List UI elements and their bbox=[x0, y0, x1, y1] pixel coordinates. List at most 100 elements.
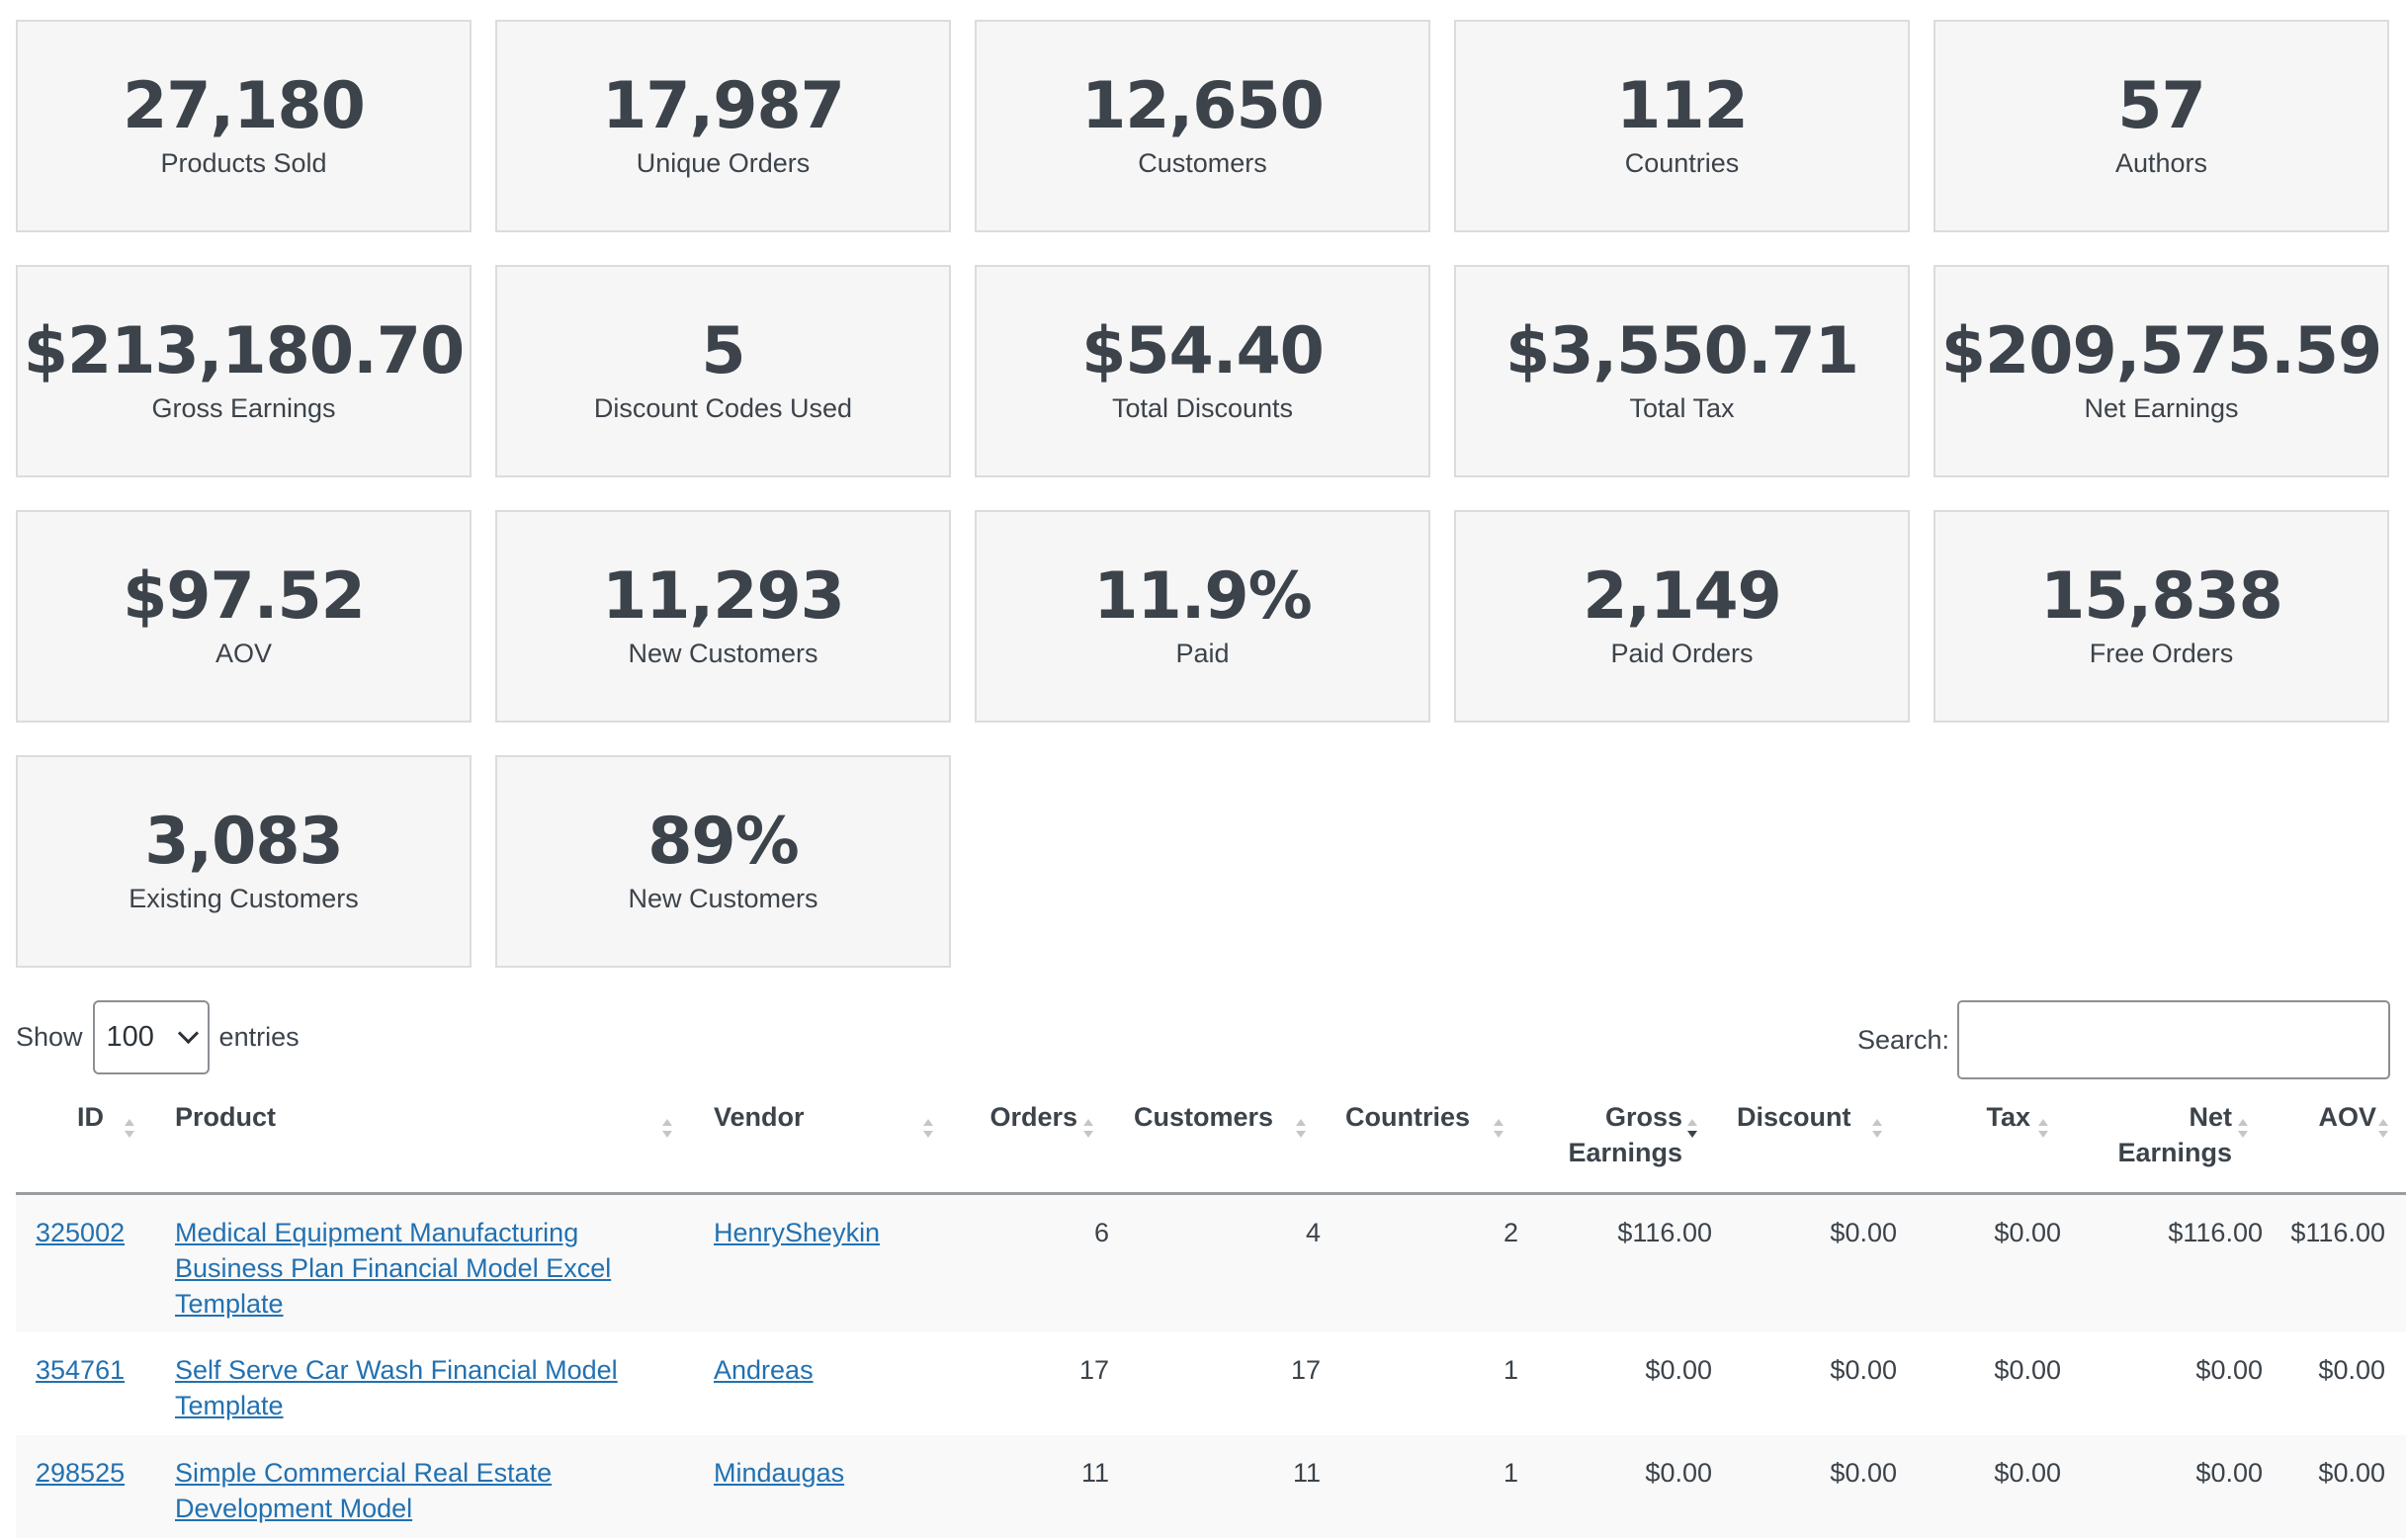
stat-label: Countries bbox=[1624, 147, 1740, 178]
stat-card: $54.40 Total Discounts bbox=[975, 265, 1430, 477]
stat-card: 2,149 Paid Orders bbox=[1454, 510, 1910, 723]
stat-label: New Customers bbox=[628, 638, 818, 668]
stat-value: 57 bbox=[2117, 68, 2205, 143]
column-header-tax[interactable]: Tax bbox=[1986, 1102, 2030, 1132]
sort-icon bbox=[1296, 1119, 1306, 1149]
product-name-line: Simple Commercial Real Estate bbox=[175, 1458, 553, 1488]
stat-value: 11,293 bbox=[602, 558, 845, 634]
stat-value: 89% bbox=[647, 804, 800, 879]
sort-icon bbox=[2238, 1119, 2248, 1149]
row-net-earnings: $116.00 bbox=[2168, 1218, 2263, 1247]
entries-select[interactable]: 100 bbox=[92, 1000, 210, 1074]
row-vendor-link[interactable]: HenrySheykin bbox=[714, 1218, 881, 1247]
column-header-countries[interactable]: Countries bbox=[1345, 1102, 1471, 1132]
row-vendor-link[interactable]: Mindaugas bbox=[714, 1458, 845, 1488]
stat-card: 5 Discount Codes Used bbox=[495, 265, 951, 477]
column-header-product[interactable]: Product bbox=[175, 1102, 277, 1132]
stat-card: 17,987 Unique Orders bbox=[495, 20, 951, 232]
stat-value: 27,180 bbox=[123, 68, 366, 143]
product-name-line: Business Plan Financial Model Excel bbox=[175, 1253, 612, 1283]
stat-label: Gross Earnings bbox=[151, 392, 336, 423]
table-row: 298525 Simple Commercial Real Estate Deve… bbox=[16, 1435, 2406, 1538]
stat-card: 27,180 Products Sold bbox=[16, 20, 472, 232]
column-header-net-line-1: Net bbox=[2189, 1102, 2232, 1132]
stat-value: 11.9% bbox=[1093, 558, 1313, 634]
row-id-link[interactable]: 325002 bbox=[36, 1218, 126, 1247]
column-header-discount[interactable]: Discount bbox=[1737, 1102, 1851, 1132]
search-control: Search: bbox=[1857, 1000, 2390, 1079]
stat-card: 11.9% Paid bbox=[975, 510, 1430, 723]
row-id-link[interactable]: 298525 bbox=[36, 1458, 126, 1488]
column-header-gross-earnings[interactable]: Gross Earnings bbox=[1518, 1099, 1682, 1170]
column-header-orders[interactable]: Orders bbox=[989, 1102, 1077, 1132]
column-header-net-earnings[interactable]: Net Earnings bbox=[2062, 1099, 2232, 1170]
sort-icon bbox=[1872, 1119, 1882, 1149]
row-product-link[interactable]: Self Serve Car Wash Financial Model Templ… bbox=[175, 1355, 618, 1420]
row-aov: $0.00 bbox=[2318, 1458, 2385, 1488]
stat-value: $54.40 bbox=[1081, 313, 1325, 388]
table-header[interactable]: ID Product Vendor Orders Customers Count… bbox=[16, 1085, 2406, 1195]
entries-control: Show 100 entries bbox=[16, 1000, 300, 1074]
search-label: Search: bbox=[1856, 1024, 1949, 1055]
sort-icon bbox=[2038, 1119, 2048, 1149]
stat-value: 5 bbox=[701, 313, 745, 388]
sort-icon bbox=[1083, 1119, 1093, 1149]
column-header-gross-line-2: Earnings bbox=[1568, 1138, 1682, 1167]
table-row: 354761 Self Serve Car Wash Financial Mod… bbox=[16, 1332, 2406, 1435]
row-orders: 6 bbox=[1093, 1218, 1109, 1247]
row-countries: 1 bbox=[1503, 1458, 1518, 1488]
stat-label: Discount Codes Used bbox=[593, 392, 853, 423]
product-name-line: Self Serve Car Wash Financial Model bbox=[175, 1355, 618, 1385]
table-controls: Show 100 entries Search: bbox=[16, 1000, 2390, 1079]
column-header-aov[interactable]: AOV bbox=[2318, 1102, 2376, 1132]
row-product-link[interactable]: Simple Commercial Real Estate Development… bbox=[175, 1458, 552, 1523]
stat-label: Total Tax bbox=[1629, 392, 1735, 423]
row-countries: 1 bbox=[1503, 1355, 1518, 1385]
row-orders: 17 bbox=[1078, 1355, 1109, 1385]
row-aov: $0.00 bbox=[2318, 1355, 2385, 1385]
stat-card: $213,180.70 Gross Earnings bbox=[16, 265, 472, 477]
stat-card: $209,575.59 Net Earnings bbox=[1933, 265, 2389, 477]
stat-value: 12,650 bbox=[1081, 68, 1325, 143]
stat-label: Paid Orders bbox=[1610, 638, 1754, 668]
stat-value: 15,838 bbox=[2040, 558, 2283, 634]
stat-label: Authors bbox=[2114, 147, 2208, 178]
row-tax: $0.00 bbox=[1994, 1218, 2061, 1247]
stat-card: 12,650 Customers bbox=[975, 20, 1430, 232]
row-orders: 11 bbox=[1080, 1458, 1109, 1488]
column-header-vendor[interactable]: Vendor bbox=[714, 1102, 805, 1132]
search-input[interactable] bbox=[1957, 1000, 2390, 1079]
row-net-earnings: $0.00 bbox=[2195, 1458, 2263, 1488]
stat-card: 3,083 Existing Customers bbox=[16, 755, 472, 968]
row-discount: $0.00 bbox=[1830, 1218, 1897, 1247]
row-id-link[interactable]: 354761 bbox=[36, 1355, 126, 1385]
row-tax: $0.00 bbox=[1994, 1458, 2061, 1488]
sort-icon bbox=[923, 1119, 933, 1149]
row-product-link[interactable]: Medical Equipment Manufacturing Business … bbox=[175, 1218, 611, 1319]
stat-label: Free Orders bbox=[2089, 638, 2234, 668]
sort-icon bbox=[2378, 1119, 2388, 1149]
stat-value: 2,149 bbox=[1583, 558, 1782, 634]
stats-grid: 27,180 Products Sold 17,987 Unique Orders … bbox=[16, 20, 2389, 968]
row-net-earnings: $0.00 bbox=[2195, 1355, 2263, 1385]
row-customers: 11 bbox=[1292, 1458, 1321, 1488]
row-gross-earnings: $0.00 bbox=[1645, 1458, 1712, 1488]
stat-card: 112 Countries bbox=[1454, 20, 1910, 232]
stat-label: Unique Orders bbox=[636, 147, 811, 178]
stat-card: $97.52 AOV bbox=[16, 510, 472, 723]
stat-label: Products Sold bbox=[160, 147, 327, 178]
row-discount: $0.00 bbox=[1830, 1458, 1897, 1488]
stat-card: 57 Authors bbox=[1933, 20, 2389, 232]
row-discount: $0.00 bbox=[1830, 1355, 1897, 1385]
sort-icon bbox=[662, 1119, 672, 1149]
column-header-net-line-2: Earnings bbox=[2117, 1138, 2232, 1167]
column-header-id[interactable]: ID bbox=[77, 1102, 104, 1132]
row-vendor-link[interactable]: Andreas bbox=[714, 1355, 814, 1385]
entries-label: entries bbox=[218, 1022, 300, 1052]
stat-label: New Customers bbox=[628, 883, 818, 913]
column-header-customers[interactable]: Customers bbox=[1134, 1102, 1274, 1132]
row-tax: $0.00 bbox=[1994, 1355, 2061, 1385]
stat-card: $3,550.71 Total Tax bbox=[1454, 265, 1910, 477]
stat-value: 17,987 bbox=[602, 68, 845, 143]
